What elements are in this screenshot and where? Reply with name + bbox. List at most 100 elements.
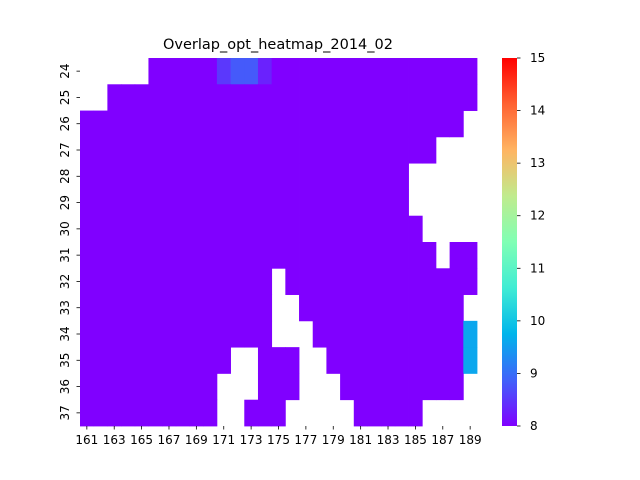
heatmap-cell	[93, 189, 108, 217]
heatmap-cell	[121, 399, 136, 427]
heatmap-cell	[107, 189, 122, 217]
colorbar	[502, 58, 517, 426]
heatmap-cell	[422, 373, 437, 401]
heatmap-cell	[189, 84, 204, 111]
heatmap-cell	[463, 268, 478, 295]
heatmap-cell	[271, 189, 286, 217]
heatmap-cell	[408, 373, 423, 401]
heatmap-cell	[394, 347, 409, 374]
heatmap-cell	[326, 189, 341, 217]
heatmap-cell	[162, 373, 177, 401]
heatmap-cell	[340, 110, 355, 138]
heatmap-cell	[230, 58, 245, 85]
heatmap-cell	[162, 242, 177, 269]
heatmap-cell	[271, 163, 286, 190]
heatmap-cell	[381, 215, 396, 243]
heatmap-cell	[394, 110, 409, 138]
heatmap-cell	[299, 136, 314, 164]
heatmap-cell	[80, 294, 95, 322]
heatmap-cell	[230, 163, 245, 190]
heatmap-cell	[162, 215, 177, 243]
heatmap-cell	[422, 136, 437, 164]
heatmap-cell	[271, 399, 286, 427]
heatmap-cell	[216, 136, 231, 164]
x-tick-label: 179	[322, 433, 345, 447]
colorbar-tick-label: 8	[530, 419, 538, 433]
heatmap-cell	[189, 136, 204, 164]
heatmap-cell	[80, 163, 95, 190]
heatmap-cell	[299, 215, 314, 243]
heatmap-cell	[134, 242, 149, 269]
y-tick-label: 26	[58, 116, 72, 131]
heatmap-cell	[381, 136, 396, 164]
heatmap-cell	[107, 242, 122, 269]
y-tick-label: 33	[58, 300, 72, 315]
heatmap-cell	[175, 320, 190, 348]
heatmap-cell	[216, 58, 231, 85]
heatmap-cell	[422, 58, 437, 85]
heatmap-cell	[244, 163, 259, 190]
heatmap-cell	[299, 294, 314, 322]
heatmap-cell	[312, 189, 327, 217]
heatmap-cell	[299, 163, 314, 190]
heatmap-cell	[257, 163, 273, 190]
colorbar-tick-label: 10	[530, 314, 545, 328]
heatmap-cell	[463, 242, 478, 269]
heatmap-cell	[80, 215, 95, 243]
heatmap-cell	[353, 347, 368, 374]
heatmap-cell	[381, 347, 396, 374]
heatmap-cell	[285, 163, 300, 190]
heatmap-cell	[257, 136, 273, 164]
heatmap-cell	[312, 58, 327, 85]
heatmap-cell	[162, 136, 177, 164]
heatmap-cell	[189, 294, 204, 322]
heatmap-cell	[175, 58, 190, 85]
heatmap-cell	[353, 84, 368, 111]
x-tick-label: 189	[459, 433, 482, 447]
heatmap-cell	[435, 110, 451, 138]
colorbar-tick-label: 14	[530, 104, 545, 118]
heatmap-cell	[312, 215, 327, 243]
heatmap-cell	[203, 163, 218, 190]
heatmap-cell	[340, 347, 355, 374]
heatmap-cells	[80, 58, 478, 427]
heatmap-cell	[408, 242, 423, 269]
heatmap-cell	[257, 242, 273, 269]
heatmap-cell	[121, 294, 136, 322]
heatmap-cell	[175, 84, 190, 111]
heatmap-cell	[80, 399, 95, 427]
x-tick-label: 183	[377, 433, 400, 447]
heatmap-cell	[285, 268, 300, 295]
heatmap-cell	[381, 373, 396, 401]
heatmap-cell	[134, 136, 149, 164]
heatmap-cell	[367, 58, 382, 85]
heatmap-cell	[189, 320, 204, 348]
heatmap-cell	[203, 242, 218, 269]
heatmap-cell	[463, 320, 478, 348]
heatmap-cell	[244, 320, 259, 348]
heatmap-cell	[271, 242, 286, 269]
heatmap-cell	[353, 373, 368, 401]
heatmap-cell	[93, 320, 108, 348]
heatmap-cell	[340, 163, 355, 190]
heatmap-cell	[189, 268, 204, 295]
heatmap-cell	[175, 189, 190, 217]
heatmap-cell	[216, 84, 231, 111]
heatmap-cell	[189, 58, 204, 85]
y-tick-label: 37	[58, 405, 72, 420]
heatmap-cell	[408, 268, 423, 295]
heatmap-cell	[203, 399, 218, 427]
heatmap-cell	[189, 110, 204, 138]
heatmap-cell	[134, 347, 149, 374]
heatmap-cell	[175, 163, 190, 190]
heatmap-cell	[271, 215, 286, 243]
colorbar-ticks: 8 9 10 11 12 13 14 15	[517, 51, 545, 433]
heatmap-cell	[148, 294, 163, 322]
heatmap-cell	[93, 347, 108, 374]
heatmap-cell	[175, 215, 190, 243]
heatmap-cell	[408, 294, 423, 322]
heatmap-cell	[367, 110, 382, 138]
heatmap-cell	[408, 110, 423, 138]
heatmap-cell	[312, 294, 327, 322]
heatmap-cell	[134, 215, 149, 243]
